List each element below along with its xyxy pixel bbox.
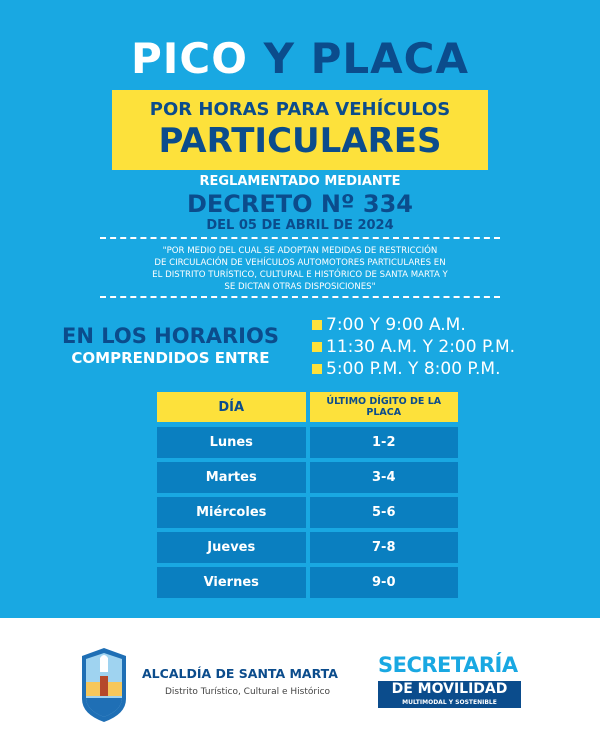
plate-digits-cell: 9-0 <box>307 565 460 600</box>
decree-intro: REGLAMENTADO MEDIANTE <box>199 174 401 189</box>
bullet-icon <box>312 364 322 374</box>
decree-number: DECRETO Nº 334 <box>186 190 413 218</box>
decree-date: DEL 05 DE ABRIL DE 2024 <box>206 218 394 233</box>
banner: POR HORAS PARA VEHÍCULOS PARTICULARES <box>112 90 488 170</box>
day-cell: Lunes <box>155 425 308 460</box>
alcaldia-subtitle: Distrito Turístico, Cultural e Histórico <box>165 687 331 697</box>
divider <box>100 296 500 298</box>
time-item: 11:30 A.M. Y 2:00 P.M. <box>312 336 515 358</box>
bullet-icon <box>312 320 322 330</box>
movilidad-logo: DE MOVILIDAD MULTIMODAL Y SOSTENIBLE <box>378 681 521 708</box>
table-row: Viernes 9-0 <box>155 565 460 600</box>
day-cell: Martes <box>155 460 308 495</box>
secretaria-logo-text: SECRETARÍA <box>378 653 518 677</box>
decree-quote: "POR MEDIO DEL CUAL SE ADOPTAN MEDIDAS D… <box>152 246 448 292</box>
table-row: Martes 3-4 <box>155 460 460 495</box>
day-cell: Viernes <box>155 565 308 600</box>
plate-digits-cell: 3-4 <box>307 460 460 495</box>
poster-body: PICO Y PLACA POR HORAS PARA VEHÍCULOS PA… <box>0 0 600 618</box>
plate-digits-cell: 7-8 <box>307 530 460 565</box>
time-item: 7:00 Y 9:00 A.M. <box>312 314 515 336</box>
restriction-table: DÍA ÚLTIMO DÍGITO DE LA PLACA Lunes 1-2 Ma… <box>155 390 460 600</box>
santa-marta-crest-logo <box>82 648 126 722</box>
plate-digits-cell: 1-2 <box>307 425 460 460</box>
day-cell: Jueves <box>155 530 308 565</box>
banner-line2: PARTICULARES <box>158 121 442 161</box>
table-row: Jueves 7-8 <box>155 530 460 565</box>
table-row: Miércoles 5-6 <box>155 495 460 530</box>
poster-title: PICO Y PLACA <box>131 34 469 83</box>
alcaldia-name: ALCALDÍA DE SANTA MARTA <box>142 666 338 681</box>
banner-line1: POR HORAS PARA VEHÍCULOS <box>149 99 451 120</box>
footer: ALCALDÍA DE SANTA MARTA Distrito Turísti… <box>0 618 600 750</box>
schedule-heading: EN LOS HORARIOS COMPRENDIDOS ENTRE <box>62 324 279 367</box>
table-row: Lunes 1-2 <box>155 425 460 460</box>
decree-block: REGLAMENTADO MEDIANTE DECRETO Nº 334 DEL… <box>0 174 600 234</box>
divider <box>100 237 500 239</box>
time-item: 5:00 P.M. Y 8:00 P.M. <box>312 358 515 380</box>
plate-digits-cell: 5-6 <box>307 495 460 530</box>
bullet-icon <box>312 342 322 352</box>
day-cell: Miércoles <box>155 495 308 530</box>
table-header: DÍA ÚLTIMO DÍGITO DE LA PLACA <box>155 390 460 425</box>
schedule-times: 7:00 Y 9:00 A.M. 11:30 A.M. Y 2:00 P.M. … <box>312 314 515 380</box>
